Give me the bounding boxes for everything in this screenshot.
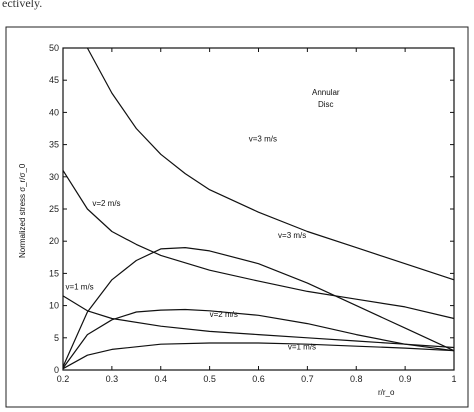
y-tick-label: 50 [49, 43, 59, 53]
curve-label: v=2 m/s [210, 310, 238, 319]
y-axis-label: Normalized stress σ_r/σ_0 [18, 163, 27, 258]
x-axis: 0.2 0.3 0.4 0.5 0.6 0.7 0.8 0.9 1 [57, 48, 457, 384]
region-label-line1: Annular [312, 88, 340, 97]
curve-label: v=1 m/s [65, 283, 93, 292]
x-tick-label: 0.8 [350, 374, 363, 384]
series-lines [62, 47, 455, 370]
x-tick-label: 0.7 [301, 374, 314, 384]
y-tick-label: 25 [49, 204, 59, 214]
y-tick-label: 20 [49, 236, 59, 246]
y-tick-label: 15 [49, 268, 59, 278]
x-tick-label: 0.6 [252, 374, 265, 384]
curve-label: v=2 m/s [92, 199, 120, 208]
x-tick-label: 0.2 [57, 374, 70, 384]
curve-label: v=3 m/s [249, 134, 277, 143]
y-tick-label: 30 [49, 172, 59, 182]
y-tick-label: 35 [49, 140, 59, 150]
x-tick-label: 0.5 [203, 374, 216, 384]
plot-area [62, 47, 455, 371]
curve-label: v=3 m/s [278, 231, 306, 240]
x-tick-label: 0.9 [399, 374, 412, 384]
series-line-6 [62, 342, 455, 370]
figure-frame [5, 26, 469, 408]
y-tick-label: 45 [49, 75, 59, 85]
series-line-3 [62, 247, 455, 368]
series-line-1 [86, 47, 455, 281]
y-tick-label: 40 [49, 107, 59, 117]
top-caption-text: ectively. [2, 0, 43, 10]
x-tick-label: 0.3 [106, 374, 119, 384]
region-label-line2: Disc [318, 100, 334, 109]
curve-label: v=1 m/s [288, 342, 316, 351]
x-tick-label: 1 [451, 374, 456, 384]
y-tick-label: 5 [54, 333, 59, 343]
y-axis: 0 5 10 15 20 25 30 35 40 45 50 [49, 43, 454, 375]
series-line-4 [62, 295, 455, 349]
series-line-5 [62, 308, 455, 369]
series-line-2 [62, 170, 455, 320]
x-axis-label: r/r_o [378, 388, 395, 397]
x-tick-label: 0.4 [154, 374, 167, 384]
curve-annotations: v=3 m/s v=2 m/s v=3 m/s v=1 m/s v=2 m/s v=1 m… [65, 134, 316, 351]
y-tick-label: 0 [54, 365, 59, 375]
y-tick-label: 10 [49, 301, 59, 311]
